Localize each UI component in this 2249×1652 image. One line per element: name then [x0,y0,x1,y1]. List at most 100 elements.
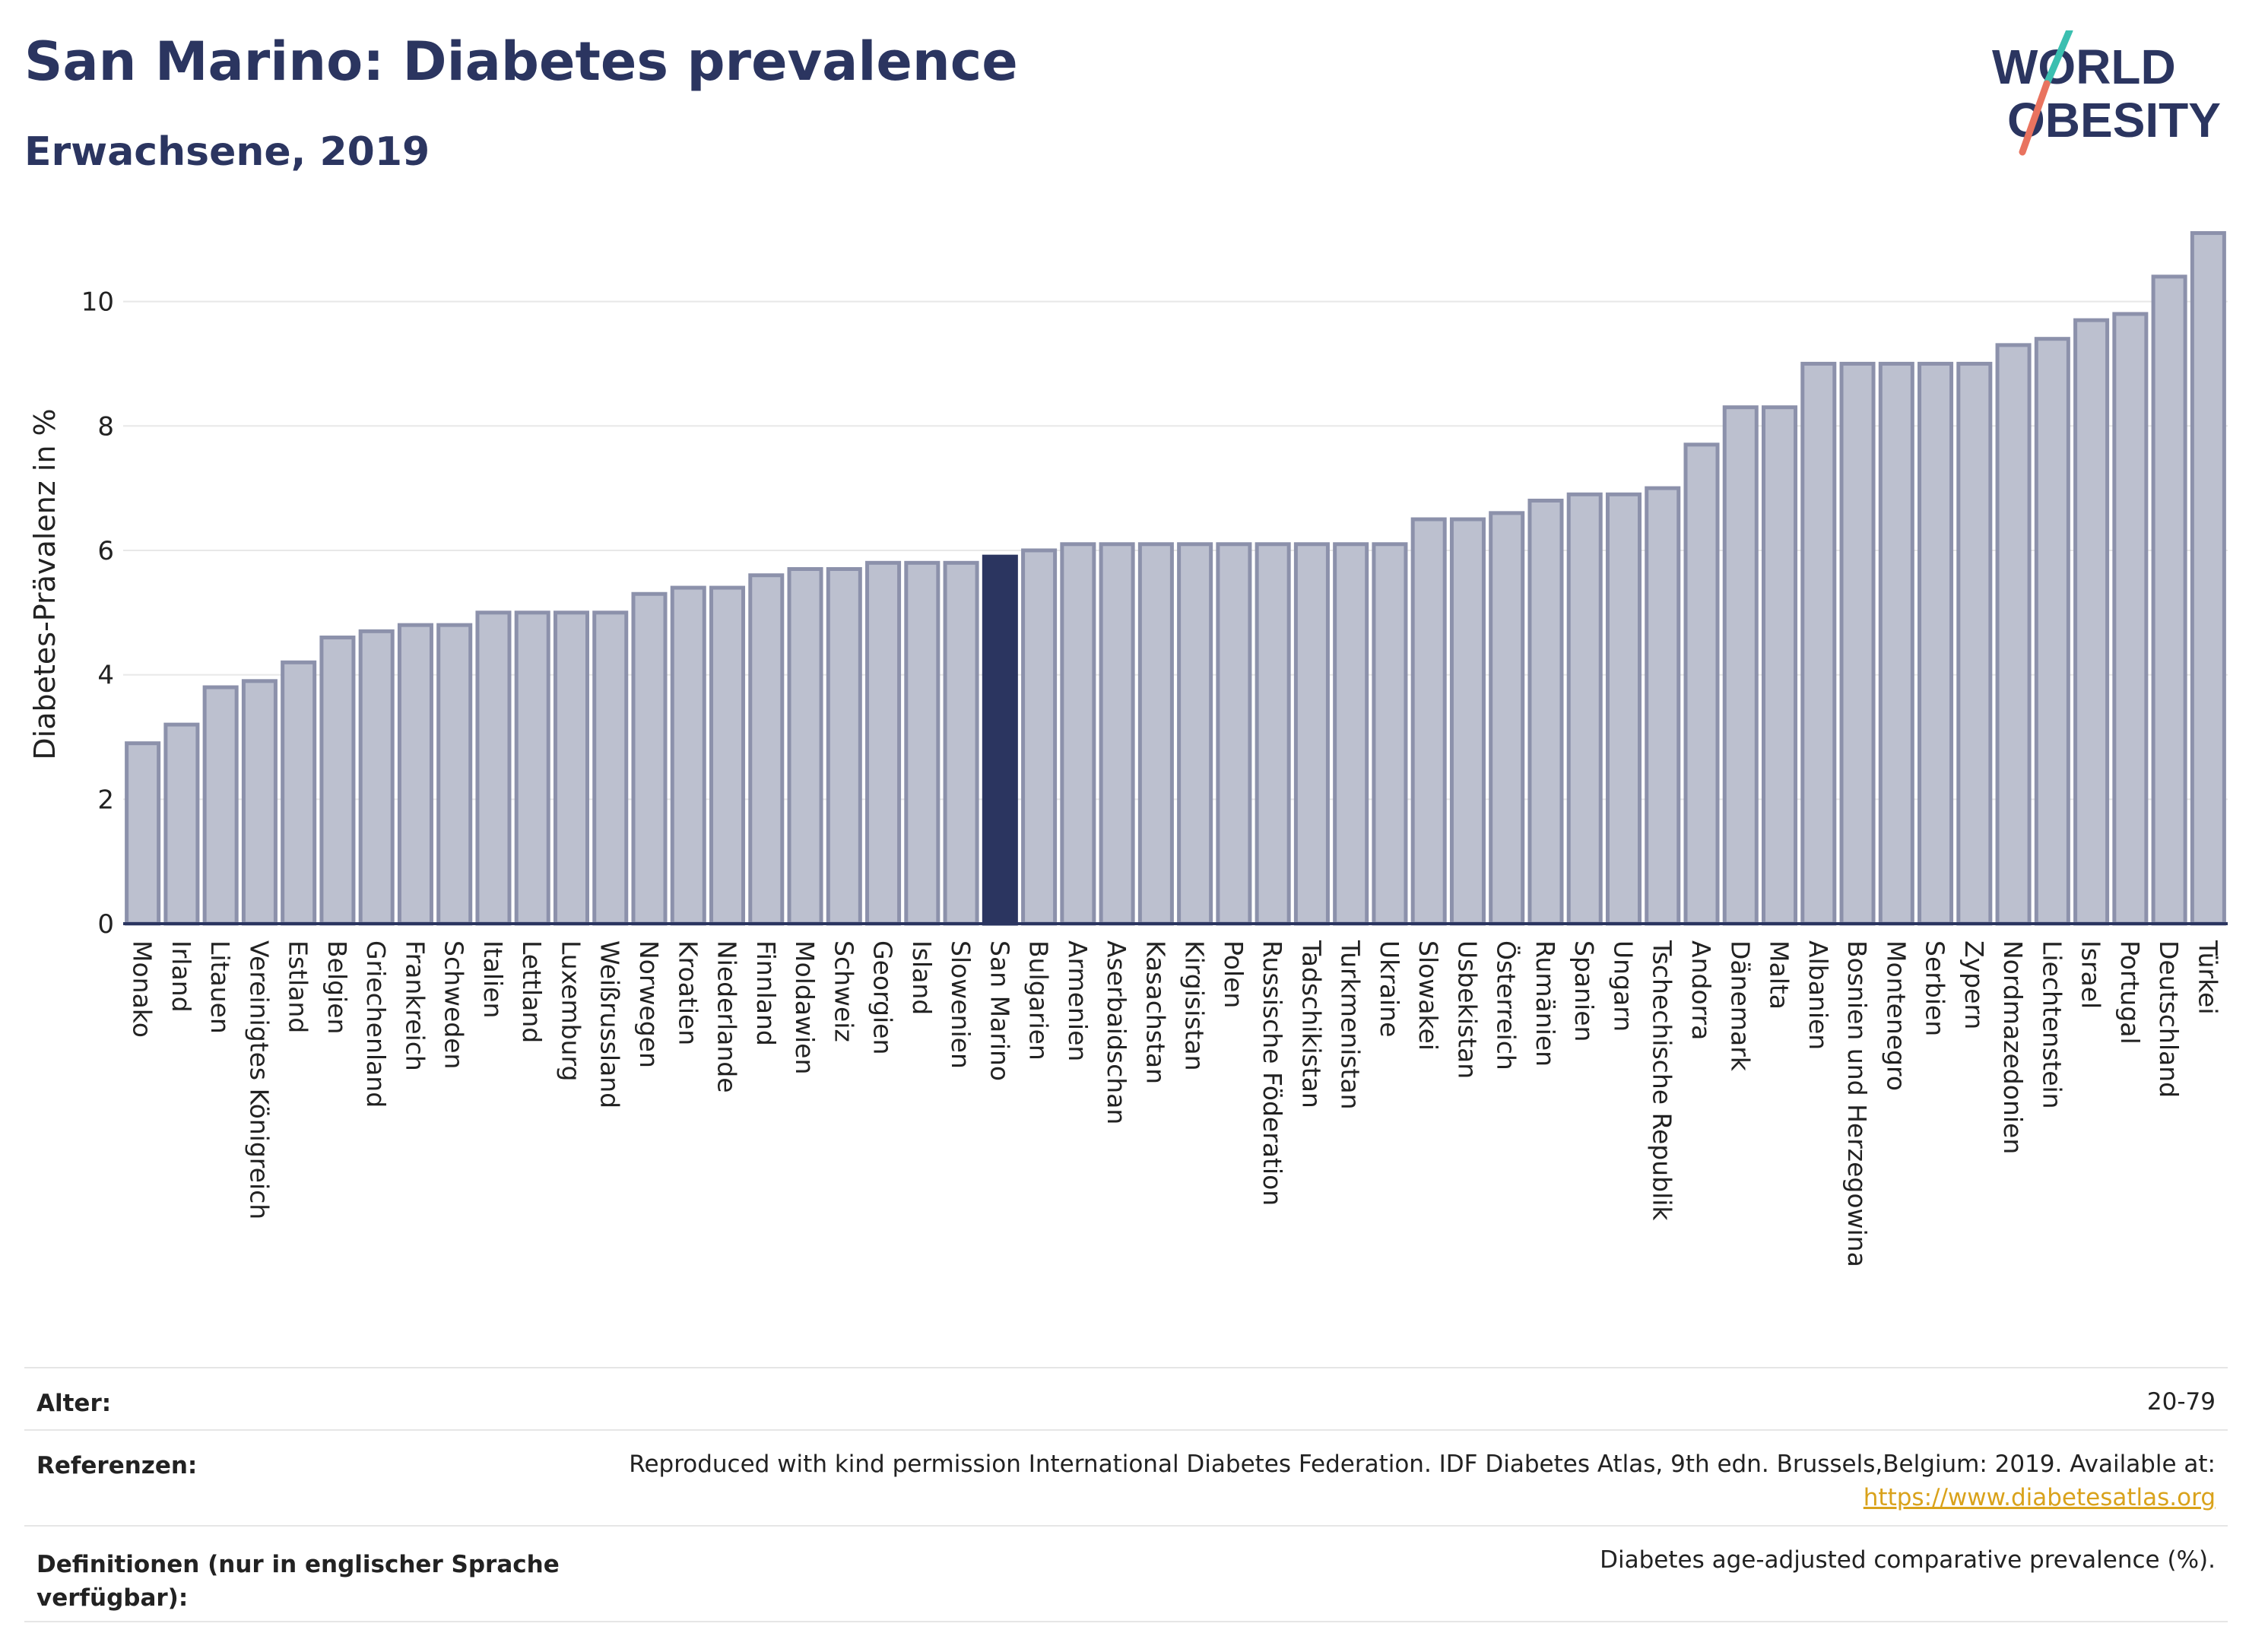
footer-references-text: Reproduced with kind permission Internat… [629,1451,2216,1478]
bar-frankreich [397,623,433,926]
x-tick-label: Griechenland [361,940,391,1108]
x-tick-label: Nordmazedonien [1998,940,2028,1154]
bar-ungarn [1605,492,1642,926]
footer-value-age: 20-79 [2146,1388,2216,1416]
x-tick-label: Bosnien und Herzegowina [1842,940,1872,1267]
bar-liechtenstein [2034,337,2070,926]
bar-deutschland [2151,274,2187,926]
x-tick-label: Norwegen [634,940,664,1068]
y-axis-label: Diabetes-Prävalenz in % [28,408,62,759]
bar-bosnien-und-herzegowina [1839,361,1876,926]
x-tick-label: Armenien [1063,940,1093,1061]
x-tick-label: Ukraine [1375,940,1404,1037]
x-tick-label: Russische Föderation [1258,940,1287,1206]
footer-label-age: Alter: [36,1390,112,1417]
x-tick-label: Türkei [2193,940,2222,1015]
bar-kirgisistan [1177,542,1213,926]
bar-belgien [319,636,356,926]
bar-niederlande [709,585,746,926]
bar-usbekistan [1449,517,1486,926]
x-tick-label: Tadschikistan [1296,940,1326,1108]
x-tick-label: Weißrussland [595,940,625,1108]
bar-armenien [1060,542,1096,926]
x-tick-label: Estland [284,940,313,1033]
x-tick-label: Frankreich [400,940,430,1071]
bar-norwegen [631,591,668,926]
x-tick-label: Finnland [751,940,781,1046]
y-tick-label: 10 [81,287,114,318]
x-tick-label: Deutschland [2154,940,2184,1098]
x-tick-label: Montenegro [1881,940,1911,1091]
x-tick-label: Bulgarien [1024,940,1054,1061]
bar-griechenland [358,629,395,926]
x-tick-label: Monako [128,940,157,1038]
footer-label-references: Referenzen: [36,1452,198,1479]
x-tick-label: Moldawien [790,940,820,1074]
x-tick-label: Albanien [1803,940,1833,1050]
bar-andorra [1683,442,1720,926]
bar-nordmazedonien [1995,343,2032,926]
bar-kroatien [670,585,706,926]
bar-island [904,560,941,926]
y-tick-label: 8 [97,411,114,442]
footer-references-link[interactable]: https://www.diabetesatlas.org [1863,1484,2216,1511]
x-tick-label: Malta [1765,940,1794,1010]
x-tick-label: Dänemark [1725,940,1755,1072]
page-title: San Marino: Diabetes prevalence [24,30,1018,93]
x-tick-label: Portugal [2115,940,2145,1045]
bar-italien [475,610,512,926]
bar-tschechische-republik [1645,486,1681,926]
x-tick-label: Slowenien [946,940,975,1069]
x-tick-label: Polen [1219,940,1248,1008]
grid-lines [123,300,2228,801]
bar-georgien [865,560,902,926]
footer-value-references: Reproduced with kind permission Internat… [629,1447,2216,1514]
x-tick-label: Rumänien [1531,940,1560,1067]
y-tick-label: 0 [97,909,114,940]
bar-monako [125,741,161,926]
x-tick-label: Belgien [322,940,352,1034]
y-tick-labels: 0 2 4 6 8 10 [81,287,114,940]
footer-row-definitions: Definitionen (nur in englischer Sprache … [24,1525,2228,1622]
x-tick-label: Israel [2076,940,2106,1009]
bar-ukraine [1372,542,1408,926]
y-tick-label: 6 [97,536,114,566]
bar-österreich [1489,511,1525,926]
x-tick-label: Serbien [1921,940,1950,1036]
x-tick-label: Schweiz [829,940,858,1042]
bar-moldawien [787,567,823,926]
logo-text-line1: WORLD [1992,40,2176,94]
x-tick-labels: Monako Irland Litauen Vereinigtes Königreic… [128,940,2223,1267]
bar-dänemark [1722,405,1759,926]
bar-slowakei [1410,517,1447,926]
x-tick-label: Usbekistan [1452,940,1482,1079]
bar-portugal [2112,312,2149,926]
bar-san-marino [982,554,1018,926]
x-tick-label: Luxemburg [556,940,585,1081]
x-tick-label: Lettland [517,940,547,1043]
page-subtitle: Erwachsene, 2019 [24,129,430,175]
x-tick-label: Irland [167,940,196,1013]
y-tick-label: 4 [97,661,114,691]
bars [125,231,2226,926]
footer-row-references: Referenzen: Reproduced with kind permiss… [24,1429,2228,1527]
bar-polen [1216,542,1252,926]
bar-spanien [1566,492,1603,926]
bar-chart: 0 2 4 6 8 10 Monako Irland Litauen Vereinigtes K… [28,231,2228,1267]
x-tick-label: Liechtenstein [2037,940,2067,1109]
x-tick-label: Turkmenistan [1336,940,1366,1110]
bar-zypern [1956,361,1993,926]
x-tick-label: Kasachstan [1140,940,1170,1084]
bar-bulgarien [1021,548,1058,926]
x-tick-label: Aserbaidschan [1102,940,1131,1124]
bar-russische-föderation [1255,542,1291,926]
bar-estland [281,660,317,926]
x-tick-label: Island [907,940,937,1015]
bar-weißrussland [592,610,629,926]
bar-malta [1762,405,1798,926]
x-tick-label: Andorra [1686,940,1716,1040]
x-tick-label: Kroatien [673,940,703,1045]
bar-rumänien [1527,498,1564,926]
bar-aserbaidschan [1099,542,1135,926]
x-tick-label: Schweden [439,940,469,1069]
